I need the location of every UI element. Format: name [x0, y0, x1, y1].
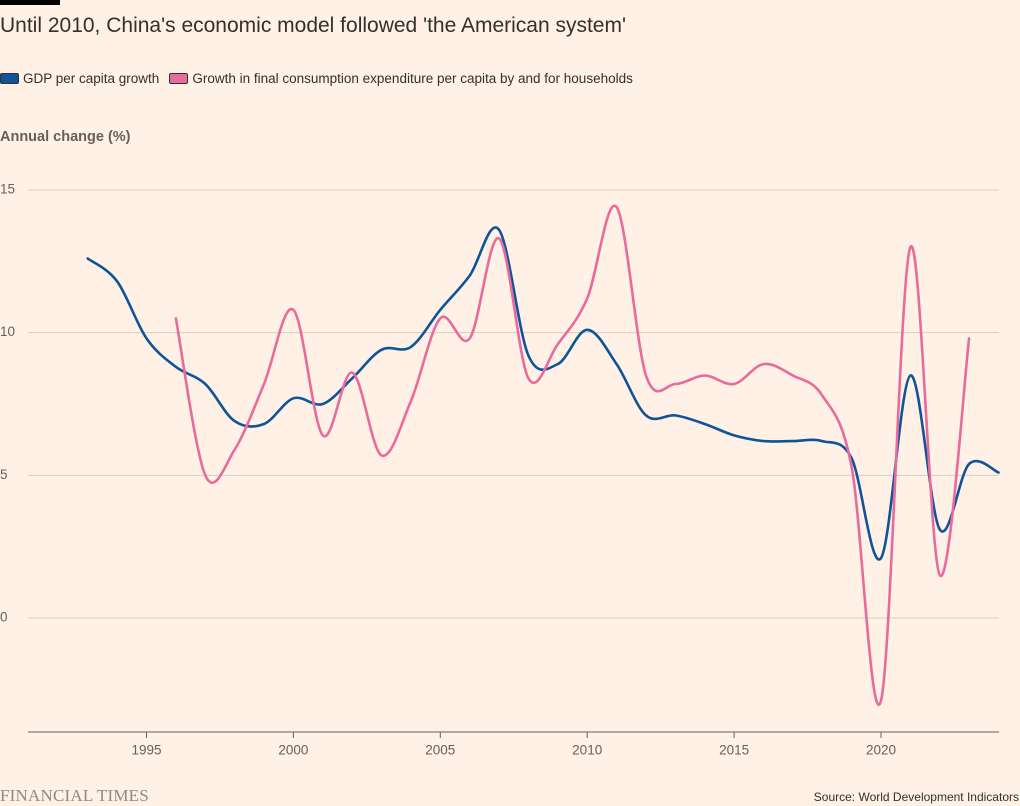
ft-brand-logo: FINANCIAL TIMES [0, 786, 149, 805]
x-tick-label: 2010 [572, 743, 602, 758]
x-tick-label: 1995 [131, 743, 161, 758]
chart-title: Until 2010, China's economic model follo… [0, 14, 626, 37]
legend-item-gdp: GDP per capita growth [0, 71, 159, 86]
legend-label-consumption: Growth in final consumption expenditure … [192, 71, 633, 86]
x-tick-label: 2005 [425, 743, 455, 758]
x-tick-label: 2000 [278, 743, 308, 758]
legend-swatch-consumption [169, 73, 189, 84]
series-line-gdp-per-capita [86, 226, 1000, 561]
legend-item-consumption: Growth in final consumption expenditure … [169, 71, 633, 86]
y-tick-labels: 0 5 10 15 [0, 182, 15, 625]
legend-swatch-gdp [0, 73, 19, 84]
source-note: Source: World Development Indicators [813, 790, 1019, 804]
legend: GDP per capita growth Growth in final co… [0, 71, 643, 86]
x-tick-label: 2020 [866, 743, 896, 758]
series-line-household-consumption [174, 204, 971, 706]
x-tick-label: 2015 [719, 743, 749, 758]
gridlines [28, 189, 999, 619]
y-axis-label: Annual change (%) [0, 129, 131, 145]
top-accent-bar [0, 0, 60, 5]
y-tick-label: 15 [0, 182, 15, 197]
series-lines [86, 204, 1000, 706]
legend-label-gdp: GDP per capita growth [23, 71, 160, 86]
x-axis: 1995 2000 2005 2010 2015 2020 [28, 731, 999, 758]
y-tick-label: 10 [0, 324, 15, 339]
y-tick-label: 5 [0, 467, 8, 482]
y-tick-label: 0 [0, 610, 8, 625]
